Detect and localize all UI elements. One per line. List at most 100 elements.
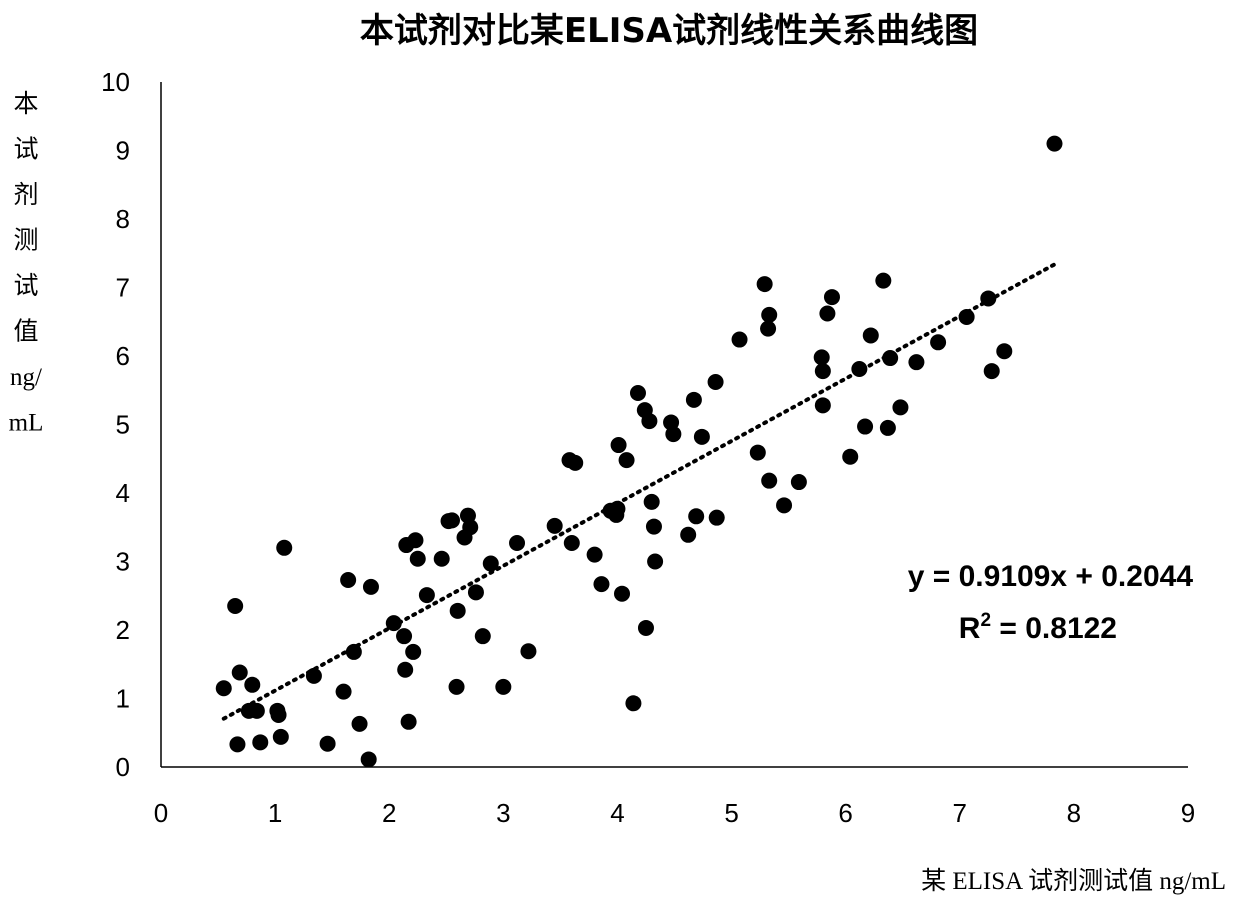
data-point [611,437,627,453]
data-point [352,716,368,732]
data-point [444,512,460,528]
data-point [996,343,1012,359]
y-tick-label: 3 [116,547,130,577]
data-point [646,519,662,535]
x-tick-label: 5 [724,798,738,828]
data-point [686,392,702,408]
y-axis-label-line: ng/ [10,364,42,391]
data-point [434,551,450,567]
y-tick-label: 2 [116,615,130,645]
data-point [1046,136,1062,152]
data-point [625,695,641,711]
r-squared-value: = 0.8122 [991,612,1117,645]
data-point [276,540,292,556]
data-point [694,429,710,445]
r-squared-label: R2 = 0.8122 [959,610,1117,645]
data-point [587,547,603,563]
r-squared-superscript: 2 [980,610,991,631]
y-axis-ticks: 012345678910 [101,67,130,782]
data-point [638,620,654,636]
x-axis-ticks: 0123456789 [154,798,1195,828]
y-axis-label-line: mL [9,410,44,437]
data-point [614,586,630,602]
data-point [361,751,377,767]
data-point [567,455,583,471]
chart-title: 本试剂对比某ELISA试剂线性关系曲线图 [360,11,978,51]
data-point [320,736,336,752]
data-point [815,397,831,413]
y-axis-label-line: 试 [13,136,38,164]
data-point [760,321,776,337]
data-point [984,363,1000,379]
data-point [340,572,356,588]
y-axis-label-line: 本 [13,90,38,118]
data-point [273,729,289,745]
data-point [709,510,725,526]
y-axis-label-line: 值 [13,318,38,346]
x-tick-label: 1 [268,798,282,828]
trendline-equation: y = 0.9109x + 0.2044 [908,560,1194,593]
data-point [750,445,766,461]
y-tick-label: 6 [116,341,130,371]
data-point [564,535,580,551]
data-point [892,399,908,415]
r-squared-prefix: R [959,612,981,645]
data-point [757,276,773,292]
data-point [252,734,268,750]
linear-trendline [224,263,1057,718]
data-point [819,306,835,322]
y-tick-label: 8 [116,204,130,234]
data-point [244,677,260,693]
x-tick-label: 4 [610,798,624,828]
data-point [857,419,873,435]
data-point [815,363,831,379]
data-point [665,426,681,442]
data-point [419,587,435,603]
data-point [680,527,696,543]
data-point [824,289,840,305]
y-tick-label: 5 [116,410,130,440]
y-tick-label: 7 [116,273,130,303]
data-point [842,449,858,465]
y-axis-label: 本试剂测试值ng/mL [9,90,44,437]
data-point [401,714,417,730]
data-point [468,584,484,600]
data-point [761,307,777,323]
y-tick-label: 4 [116,478,130,508]
data-point [708,374,724,390]
data-point [930,334,946,350]
data-point [271,707,287,723]
data-point [732,332,748,348]
data-point [216,680,232,696]
y-tick-label: 0 [116,752,130,782]
data-point [761,473,777,489]
data-point [593,576,609,592]
data-point [509,535,525,551]
y-axis-label-line: 试 [13,272,38,300]
data-point [227,598,243,614]
data-point [405,644,421,660]
data-point [407,532,423,548]
data-point [644,494,660,510]
y-axis-label-line: 测 [13,227,38,255]
data-point [875,273,891,289]
data-point [410,551,426,567]
data-point [462,519,478,535]
y-tick-label: 1 [116,684,130,714]
data-point [397,662,413,678]
data-points [216,136,1063,768]
x-tick-label: 8 [1067,798,1081,828]
data-point [495,679,511,695]
x-tick-label: 9 [1181,798,1195,828]
data-point [229,736,245,752]
data-point [814,349,830,365]
data-point [688,508,704,524]
data-point [396,628,412,644]
data-point [363,579,379,595]
y-tick-label: 10 [101,67,130,97]
data-point [450,603,466,619]
data-point [630,385,646,401]
x-tick-label: 2 [382,798,396,828]
data-point [647,554,663,570]
